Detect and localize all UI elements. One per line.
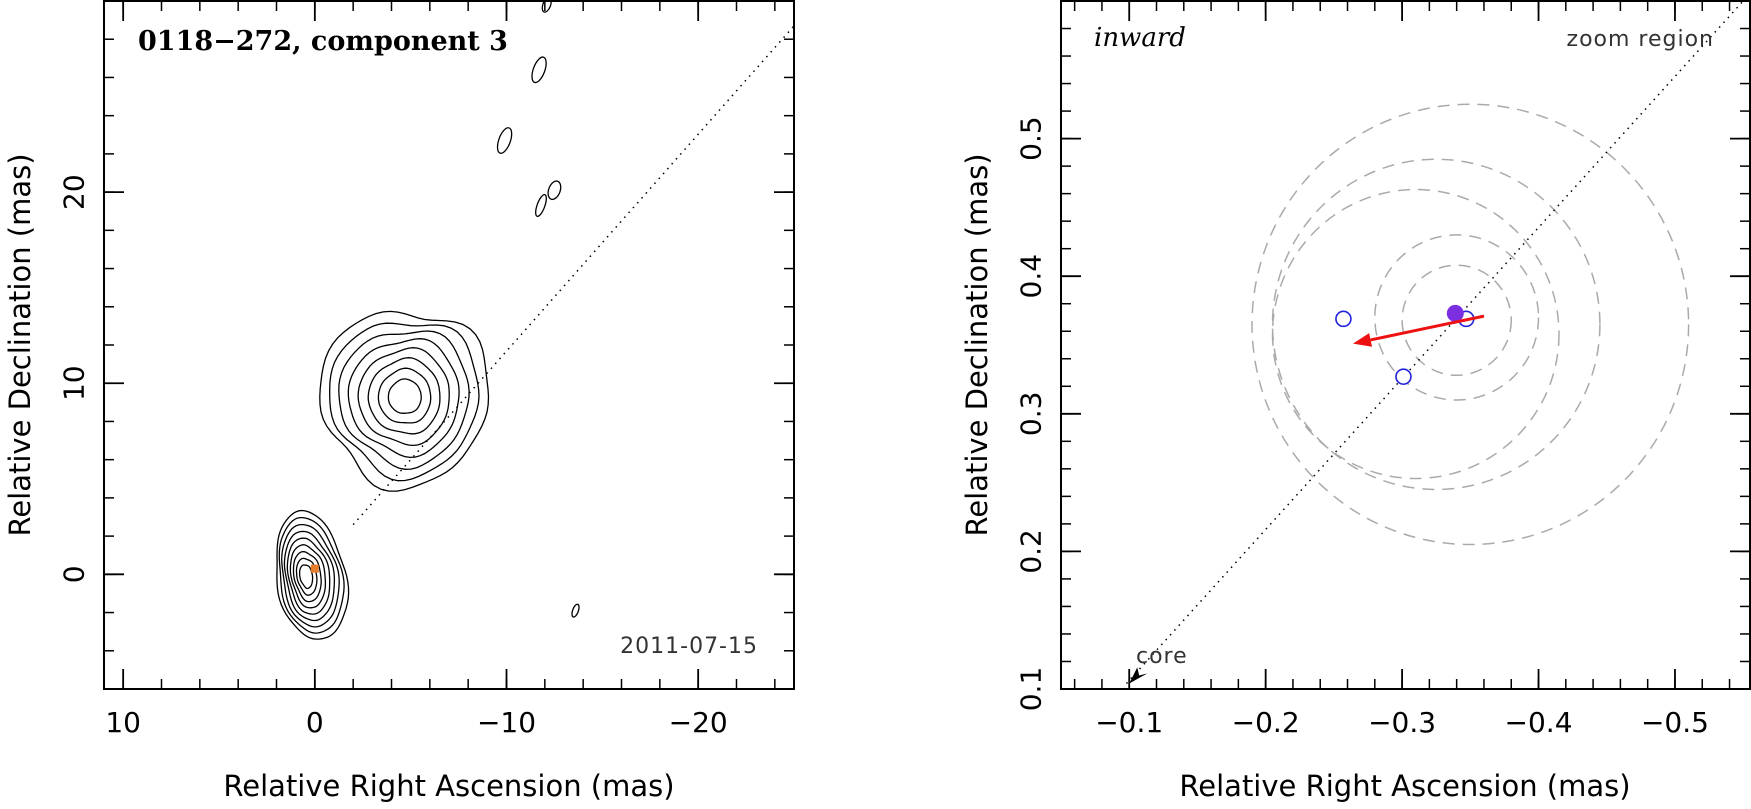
x-tick-label: −20: [669, 706, 728, 739]
contour-line: [283, 530, 336, 622]
left-chart-title: 0118−272, component 3: [138, 26, 508, 57]
contour-line: [281, 523, 340, 628]
uncertainty-circle: [1251, 103, 1690, 546]
contour-line: [298, 564, 314, 590]
right-plot-frame: [1060, 0, 1751, 690]
core-label: core: [1136, 644, 1188, 669]
open-data-point: [1335, 310, 1352, 328]
left-contour-layer: [276, 1, 794, 640]
y-tick-label: 0.4: [1015, 254, 1048, 299]
left-chart-panel: 10 0 −10 −20 0 10 20 0118−272, component 3 201…: [3, 0, 795, 803]
motion-arrow-head: [1352, 333, 1373, 347]
motion-arrow-shaft: [1370, 314, 1485, 342]
y-tick-label: 10: [58, 365, 91, 401]
y-tick-label: 0.2: [1015, 529, 1048, 574]
right-mark-layer: [1125, 1, 1744, 684]
contour-line: [377, 367, 432, 424]
y-tick-label: 0: [58, 565, 91, 583]
left-x-axis-title: Relative Right Ascension (mas): [223, 769, 674, 803]
right-y-axis-title: Relative Declination (mas): [960, 153, 994, 536]
contour-line: [289, 544, 327, 609]
right-direction-line: [1125, 1, 1744, 684]
contour-line: [387, 378, 422, 414]
contour-line: [367, 357, 441, 435]
right-x-axis-title: Relative Right Ascension (mas): [1179, 769, 1630, 803]
small-contour: [531, 56, 547, 84]
left-y-axis-title: Relative Declination (mas): [3, 153, 37, 536]
x-tick-label: 0: [306, 706, 324, 739]
x-tick-label: −0.5: [1641, 706, 1709, 739]
x-tick-label: −0.1: [1095, 706, 1163, 739]
x-tick-label: 10: [105, 706, 141, 739]
y-tick-label: 0.3: [1015, 392, 1048, 437]
y-tick-label: 20: [58, 174, 91, 210]
filled-data-point: [1446, 304, 1464, 322]
y-tick-label: 0.5: [1015, 116, 1048, 161]
contour-line: [295, 557, 318, 596]
right-chart-title: inward: [1094, 23, 1186, 53]
core-arrow: [1129, 667, 1148, 684]
small-contour: [535, 193, 547, 217]
left-plot-frame: [103, 0, 795, 690]
contour-line: [338, 330, 470, 470]
small-contour: [571, 603, 580, 618]
core-position-marker: [310, 564, 319, 573]
open-data-point: [1395, 368, 1412, 385]
contour-line: [357, 347, 450, 447]
uncertainty-circle: [1401, 264, 1512, 377]
y-tick-label: 0.1: [1015, 667, 1048, 712]
uncertainty-circle: [1374, 234, 1540, 401]
left-chart-date: 2011-07-15: [620, 634, 758, 659]
contour-line: [278, 516, 345, 634]
contour-line: [276, 509, 350, 640]
uncertainty-circle: [1271, 188, 1560, 480]
small-contour: [541, 1, 552, 13]
x-tick-label: −0.2: [1232, 706, 1300, 739]
left-direction-line: [352, 25, 794, 526]
uncertainty-circle: [1271, 158, 1601, 491]
contour-line: [286, 537, 331, 615]
contour-line: [292, 550, 322, 603]
contour-line: [319, 310, 490, 492]
contour-line: [329, 322, 480, 482]
contour-line: [347, 338, 460, 459]
small-contour: [496, 127, 513, 154]
x-tick-label: −10: [477, 706, 536, 739]
right-chart-panel: −0.1 −0.2 −0.3 −0.4 −0.5 0.1 0.2 0.3 0.4 0.5 inwa…: [960, 0, 1751, 803]
x-tick-label: −0.4: [1505, 706, 1573, 739]
left-ticks: 10 0 −10 −20 0 10 20: [58, 0, 794, 739]
small-contour: [547, 180, 562, 201]
zoom-region-label: zoom region: [1567, 27, 1714, 52]
x-tick-label: −0.3: [1368, 706, 1436, 739]
right-ticks: −0.1 −0.2 −0.3 −0.4 −0.5 0.1 0.2 0.3 0.4 0.5: [1015, 0, 1750, 739]
